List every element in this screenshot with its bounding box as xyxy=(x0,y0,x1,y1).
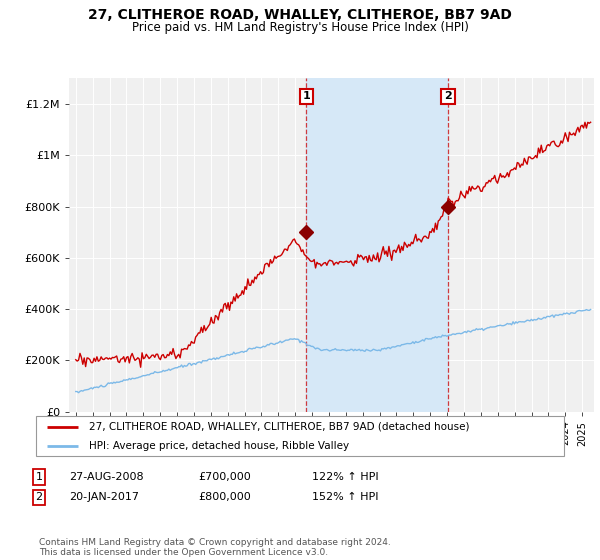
FancyBboxPatch shape xyxy=(36,416,564,456)
Text: 2: 2 xyxy=(444,91,452,101)
Text: £800,000: £800,000 xyxy=(198,492,251,502)
Text: 1: 1 xyxy=(302,91,310,101)
Text: 20-JAN-2017: 20-JAN-2017 xyxy=(69,492,139,502)
Text: Price paid vs. HM Land Registry's House Price Index (HPI): Price paid vs. HM Land Registry's House … xyxy=(131,21,469,34)
Text: 27-AUG-2008: 27-AUG-2008 xyxy=(69,472,143,482)
Text: 122% ↑ HPI: 122% ↑ HPI xyxy=(312,472,379,482)
Text: £700,000: £700,000 xyxy=(198,472,251,482)
Text: HPI: Average price, detached house, Ribble Valley: HPI: Average price, detached house, Ribb… xyxy=(89,441,349,450)
Text: 27, CLITHEROE ROAD, WHALLEY, CLITHEROE, BB7 9AD (detached house): 27, CLITHEROE ROAD, WHALLEY, CLITHEROE, … xyxy=(89,422,469,432)
Text: 27, CLITHEROE ROAD, WHALLEY, CLITHEROE, BB7 9AD: 27, CLITHEROE ROAD, WHALLEY, CLITHEROE, … xyxy=(88,8,512,22)
Text: 152% ↑ HPI: 152% ↑ HPI xyxy=(312,492,379,502)
Text: Contains HM Land Registry data © Crown copyright and database right 2024.
This d: Contains HM Land Registry data © Crown c… xyxy=(39,538,391,557)
Text: 2: 2 xyxy=(35,492,43,502)
Bar xyxy=(306,78,448,412)
Text: 1: 1 xyxy=(35,472,43,482)
